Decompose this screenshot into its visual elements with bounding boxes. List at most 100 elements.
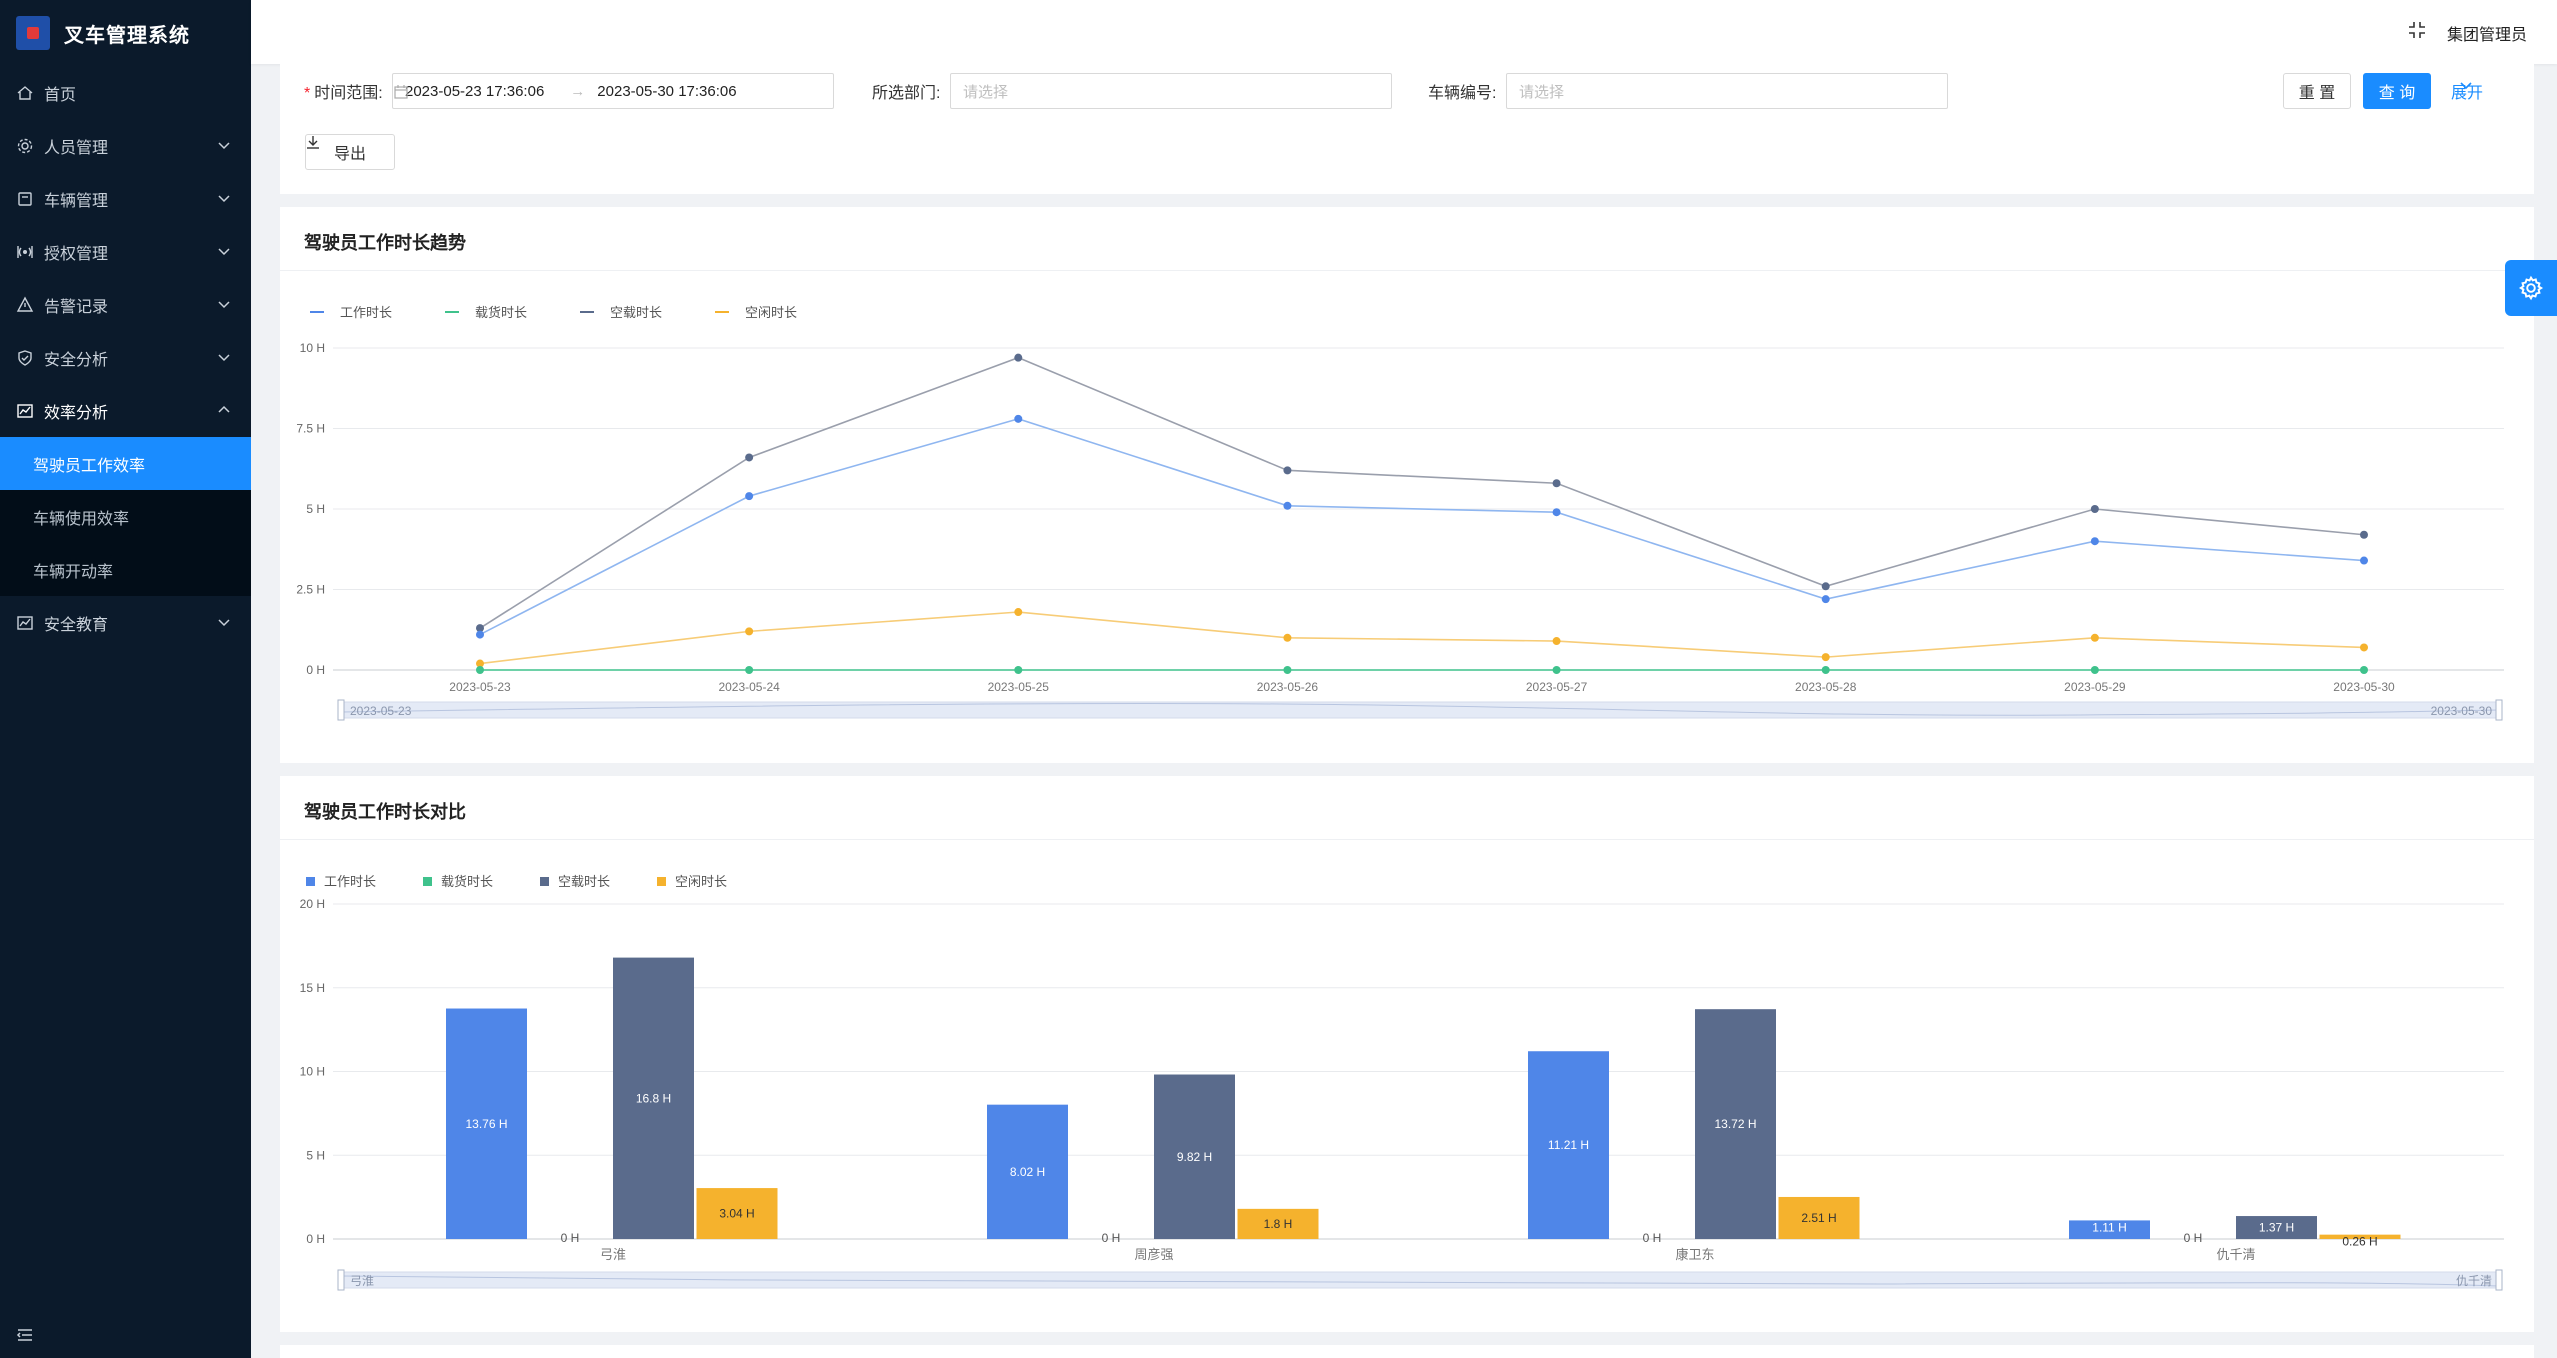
series-1-point-2 [1014, 666, 1023, 674]
chevron-down-icon [2460, 82, 2472, 90]
sidebar-item-label: 告警记录 [44, 298, 109, 316]
bar-2-0 [1528, 1051, 1609, 1239]
bar-0-0 [446, 1008, 527, 1239]
series-2-point-7 [2360, 530, 2368, 539]
fullscreen-icon[interactable] [2407, 20, 2427, 40]
sidebar-subitem-1[interactable]: 车辆使用效率 [0, 490, 251, 543]
sidebar-item-label: 人员管理 [44, 139, 109, 157]
series-1-point-7 [2360, 666, 2368, 674]
vehicle-number-select[interactable]: 请选择 [1506, 73, 1948, 109]
user-name[interactable]: 集团管理员 [2446, 27, 2527, 44]
y-tick-0: 10 H [300, 341, 325, 355]
collapse-menu-icon[interactable] [16, 1326, 34, 1344]
shield-icon [18, 349, 32, 366]
sidebar: 叉车管理系统 首页人员管理车辆管理 授权管理告警记录安全分析 效率分析驾驶员工作效率… [0, 0, 251, 1358]
series-1-point-1 [745, 666, 754, 674]
home-icon [17, 85, 33, 100]
bar-label-1-3: 1.8 H [1264, 1217, 1293, 1231]
chart-icon [17, 403, 33, 418]
series-0-point-1 [745, 492, 754, 501]
bar-label-2-0: 11.21 H [1548, 1138, 1589, 1152]
y-tick-2: 10 H [300, 1065, 325, 1079]
filter-panel: * 时间范围: 2023-05-23 17:36:06 → 2023-05-30 … [280, 64, 2534, 194]
zoom-start-label: 2023-05-23 [350, 704, 412, 718]
sidebar-item-4[interactable]: 告警记录 [0, 278, 251, 331]
bar-0-2 [613, 957, 694, 1239]
legend-swatch-1 [423, 877, 432, 886]
bar-label-2-3: 2.51 H [1801, 1211, 1836, 1225]
series-3-point-2 [1014, 608, 1023, 617]
trend-chart: 工作时长 载货时长 空载时长 空闲时长 10 H 7.5 H 5 H 2.5 H 0 H 2023… [296, 305, 2504, 721]
vehicle-icon [18, 191, 32, 206]
sidebar-item-2[interactable]: 车辆管理 [0, 172, 251, 225]
series-line-3 [479, 611, 2365, 665]
chevron-down-icon [218, 619, 230, 627]
legend-swatch-0 [306, 877, 315, 886]
zoom-start-label: 弓淮 [350, 1274, 374, 1288]
series-3-point-7 [2360, 643, 2368, 652]
y-tick-3: 5 H [306, 1148, 325, 1162]
app-logo [16, 16, 50, 50]
series-line-2 [479, 356, 2365, 629]
bar-label-2-2: 13.72 H [1714, 1117, 1756, 1131]
start-time-value: 2023-05-23 17:36:06 [405, 82, 545, 100]
download-icon [307, 136, 319, 149]
bar-label-0-1: 0 H [561, 1231, 580, 1245]
sidebar-subitem-0[interactable]: 驾驶员工作效率 [0, 437, 251, 490]
expand-link[interactable]: 展开 [2451, 79, 2483, 103]
series-0-point-7 [2360, 556, 2368, 565]
sidebar-subitem-label: 驾驶员工作效率 [33, 457, 146, 475]
settings-button[interactable] [2505, 260, 2557, 316]
sidebar-item-5[interactable]: 安全分析 [0, 331, 251, 384]
trend-chart-card: 驾驶员工作时长趋势 工作时长 载货时长 空载时长 空闲时长 10 H 7.5 H 5 H 2.… [280, 207, 2534, 763]
sidebar-item-label: 安全教育 [44, 616, 109, 634]
chevron-down-icon [218, 142, 230, 150]
legend-label-1: 载货时长 [441, 874, 493, 889]
sidebar-item-7[interactable]: 安全教育 [0, 596, 251, 649]
sidebar-item-1[interactable]: 人员管理 [0, 119, 251, 172]
gear-icon [17, 138, 33, 153]
x-tick-2: 康卫东 [1675, 1247, 1714, 1262]
trend-chart-title: 驾驶员工作时长趋势 [304, 233, 466, 253]
expand-label: 展开 [2451, 85, 2484, 102]
x-tick-0: 2023-05-23 [449, 680, 511, 694]
brand: 叉车管理系统 [0, 0, 251, 66]
series-0-point-5 [1821, 595, 1830, 604]
time-range-picker[interactable]: 2023-05-23 17:36:06 → 2023-05-30 17:36:0… [392, 73, 834, 109]
series-line-0 [479, 418, 2365, 636]
chevron-down-icon [218, 354, 230, 362]
export-button[interactable]: 导出 [305, 134, 395, 170]
bar-label-0-3: 3.04 H [719, 1207, 754, 1221]
bar-label-3-3: 0.26 H [2342, 1235, 2377, 1249]
warning-icon [16, 296, 34, 312]
series-3-point-6 [2090, 633, 2099, 642]
x-tick-6: 2023-05-29 [2064, 680, 2126, 694]
zoom-handle-right [2495, 1269, 2503, 1291]
end-time-value: 2023-05-30 17:36:06 [597, 82, 737, 100]
bar-label-1-2: 9.82 H [1177, 1150, 1212, 1164]
series-1-point-4 [1552, 666, 1561, 674]
chevron-down-icon [218, 301, 230, 309]
calendar-icon [394, 85, 408, 99]
sidebar-item-6[interactable]: 效率分析 [0, 384, 251, 437]
sidebar-subitem-label: 车辆开动率 [33, 563, 114, 581]
series-3-point-0 [476, 659, 484, 668]
sidebar-item-0[interactable]: 首页 [0, 66, 251, 119]
x-tick-2: 2023-05-25 [988, 680, 1050, 694]
bar-label-0-0: 13.76 H [465, 1117, 507, 1131]
department-select[interactable]: 请选择 [950, 73, 1392, 109]
query-button[interactable]: 查 询 [2363, 73, 2431, 109]
y-tick-2: 5 H [306, 502, 325, 516]
reset-button[interactable]: 重 置 [2283, 73, 2351, 109]
series-0-point-2 [1014, 414, 1023, 423]
bar-3-2 [2236, 1216, 2317, 1239]
series-2-point-4 [1552, 479, 1561, 488]
y-tick-1: 15 H [300, 981, 325, 995]
x-tick-5: 2023-05-28 [1795, 680, 1857, 694]
zoom-end-label: 2023-05-30 [2431, 704, 2493, 718]
x-tick-1: 2023-05-24 [718, 680, 780, 694]
sidebar-item-3[interactable]: 授权管理 [0, 225, 251, 278]
next-card [280, 1345, 2534, 1358]
series-1-point-0 [476, 666, 484, 674]
sidebar-subitem-2[interactable]: 车辆开动率 [0, 543, 251, 596]
